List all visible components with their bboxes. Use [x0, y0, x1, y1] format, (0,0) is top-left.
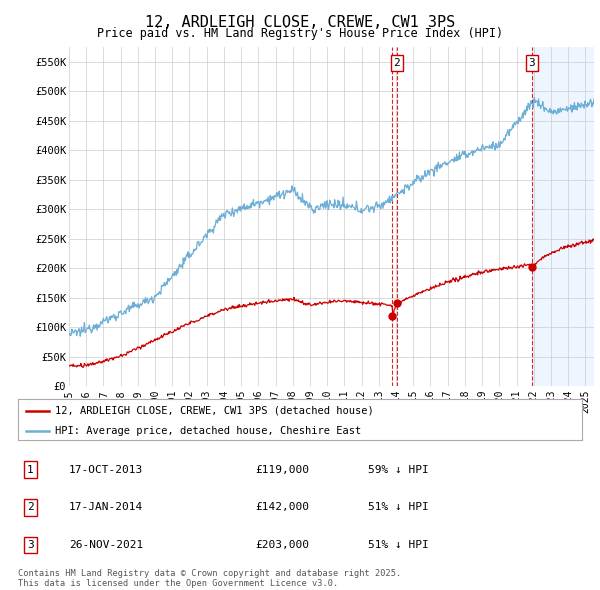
- Text: 12, ARDLEIGH CLOSE, CREWE, CW1 3PS (detached house): 12, ARDLEIGH CLOSE, CREWE, CW1 3PS (deta…: [55, 406, 373, 416]
- Bar: [532, 47, 594, 386]
- Text: £203,000: £203,000: [255, 540, 309, 550]
- Text: 12, ARDLEIGH CLOSE, CREWE, CW1 3PS: 12, ARDLEIGH CLOSE, CREWE, CW1 3PS: [145, 15, 455, 30]
- Text: Contains HM Land Registry data © Crown copyright and database right 2025.
This d: Contains HM Land Registry data © Crown c…: [18, 569, 401, 588]
- Text: £119,000: £119,000: [255, 465, 309, 474]
- Text: 51% ↓ HPI: 51% ↓ HPI: [368, 503, 428, 512]
- Text: 3: 3: [27, 540, 34, 550]
- Text: 17-OCT-2013: 17-OCT-2013: [69, 465, 143, 474]
- Text: 1: 1: [27, 465, 34, 474]
- Text: £142,000: £142,000: [255, 503, 309, 512]
- Text: 26-NOV-2021: 26-NOV-2021: [69, 540, 143, 550]
- Text: 2: 2: [27, 503, 34, 512]
- Text: 59% ↓ HPI: 59% ↓ HPI: [368, 465, 428, 474]
- Text: 17-JAN-2014: 17-JAN-2014: [69, 503, 143, 512]
- Text: Price paid vs. HM Land Registry's House Price Index (HPI): Price paid vs. HM Land Registry's House …: [97, 27, 503, 40]
- Text: 2: 2: [394, 58, 400, 68]
- Text: HPI: Average price, detached house, Cheshire East: HPI: Average price, detached house, Ches…: [55, 426, 361, 436]
- Text: 3: 3: [529, 58, 535, 68]
- Text: 51% ↓ HPI: 51% ↓ HPI: [368, 540, 428, 550]
